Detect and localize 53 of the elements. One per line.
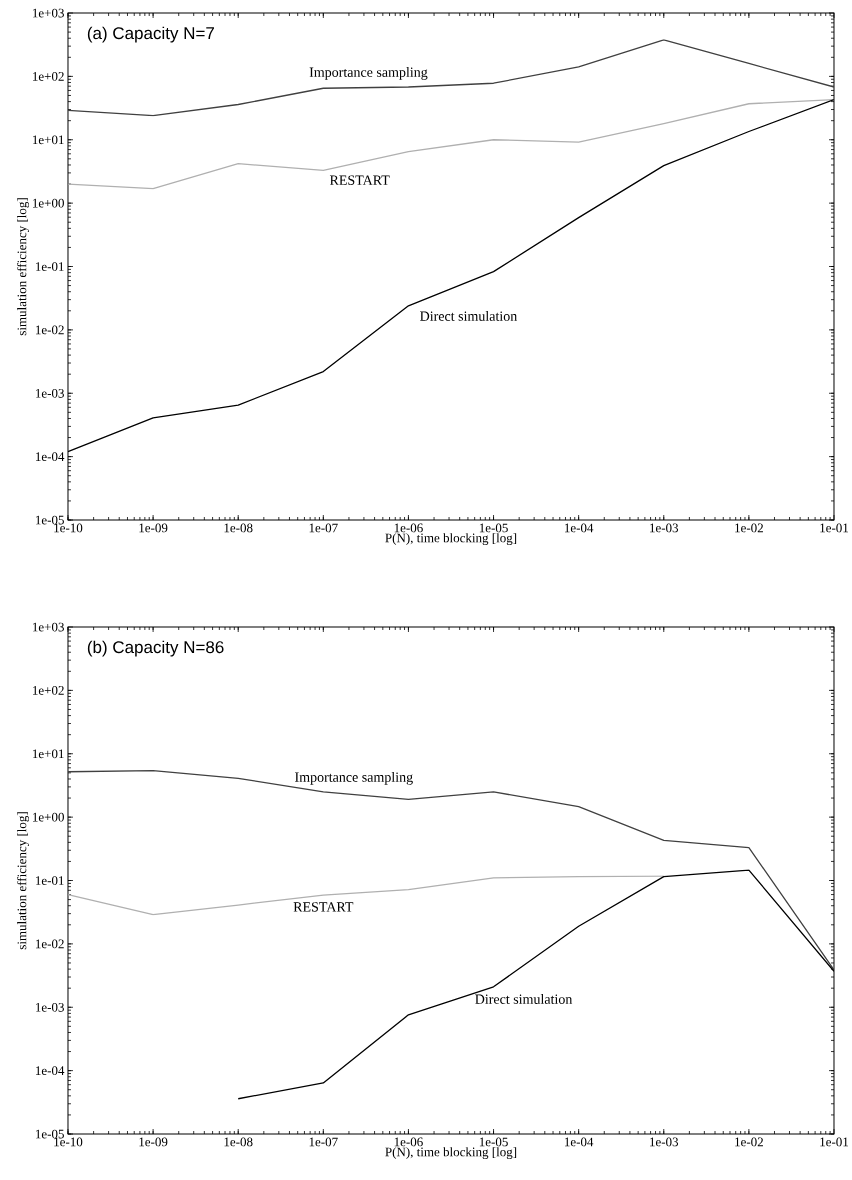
x-tick-label: 1e-08 <box>224 523 253 533</box>
y-tick-label: 1e-01 <box>35 262 64 271</box>
x-tick-label: 1e-02 <box>735 523 763 533</box>
y-axis-title: simulation efficiency [log] <box>16 812 29 950</box>
x-tick-label: 1e-03 <box>650 1137 678 1147</box>
y-tick-label: 1e-02 <box>35 939 64 949</box>
x-tick-label: 1e-09 <box>139 523 168 533</box>
x-tick-label: 1e-10 <box>54 523 83 533</box>
x-axis-title: P(N), time blocking [log] <box>385 1147 517 1160</box>
x-tick-label: 1e-06 <box>394 1137 423 1147</box>
x-tick-label: 1e-09 <box>139 1137 168 1147</box>
series-label: Importance sampling <box>309 67 428 80</box>
series-label: Direct simulation <box>419 310 517 321</box>
x-tick-label: 1e-03 <box>650 523 678 533</box>
y-tick-label: 1e+00 <box>32 198 64 208</box>
line-series <box>67 770 834 971</box>
y-tick-label: 1e-04 <box>35 1066 65 1076</box>
x-tick-label: 1e-05 <box>479 1137 508 1147</box>
x-tick-label: 1e-08 <box>224 1137 253 1147</box>
x-tick-label: 1e-10 <box>54 1137 83 1147</box>
y-tick-label: 1e-03 <box>35 1002 64 1012</box>
series-label: RESTART <box>293 902 354 912</box>
line-series <box>67 98 834 190</box>
x-tick-label: 1e-06 <box>394 523 423 533</box>
text: (b) Capacity N=86 <box>87 640 224 657</box>
y-axis-title: simulation efficiency [log] <box>16 198 29 336</box>
y-tick-label: 1e+00 <box>32 812 64 822</box>
y-tick-label: 1e+03 <box>32 622 64 632</box>
y-tick-label: 1e+01 <box>32 749 64 759</box>
series-label: Direct simulation <box>475 994 573 1004</box>
x-tick-label: 1e-02 <box>735 1137 763 1147</box>
series-label: Importance sampling <box>294 771 413 785</box>
y-tick-label: 1e+03 <box>32 8 64 18</box>
x-tick-label: 1e-01 <box>820 1137 848 1147</box>
series-label: RESTART <box>329 175 390 185</box>
y-tick-label: 1e-03 <box>35 388 64 398</box>
x-tick-label: 1e-04 <box>564 523 594 533</box>
x-tick-label: 1e-04 <box>564 1137 594 1147</box>
text: (a) Capacity N=7 <box>87 26 214 43</box>
line-series <box>67 875 665 916</box>
y-tick-label: 1e-02 <box>35 325 64 335</box>
x-tick-label: 1e-01 <box>820 523 848 533</box>
y-tick-label: 1e-05 <box>35 515 64 525</box>
y-tick-label: 1e-04 <box>35 452 65 462</box>
y-tick-label: 1e-05 <box>35 1129 64 1139</box>
y-tick-label: 1e+02 <box>32 686 64 695</box>
x-axis-title: P(N), time blocking [log] <box>385 533 517 546</box>
x-tick-label: 1e-05 <box>479 523 508 533</box>
y-tick-label: 1e+02 <box>32 72 64 81</box>
y-tick-label: 1e-01 <box>35 876 64 885</box>
y-tick-label: 1e+01 <box>32 135 64 145</box>
x-tick-label: 1e-07 <box>309 1137 338 1147</box>
x-tick-label: 1e-07 <box>309 523 338 533</box>
